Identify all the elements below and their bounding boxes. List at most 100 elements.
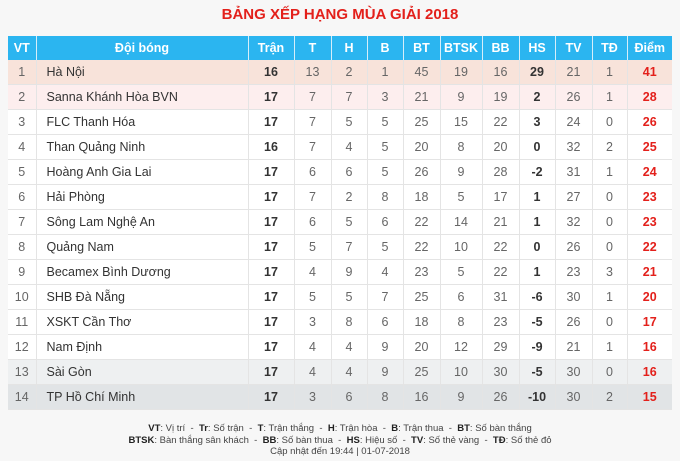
table-row: 13 Sài Gòn 17 4 4 9 25 10 30 -5 30 0 16: [8, 359, 672, 385]
cell-yellow-cards: 31: [555, 159, 593, 185]
legend-desc: : Trận thắng: [263, 423, 315, 434]
cell-goals-against: 17: [482, 184, 520, 210]
cell-won: 7: [294, 184, 332, 210]
cell-away-goals: 12: [440, 334, 483, 360]
cell-red-cards: 0: [592, 109, 628, 135]
legend-key: TV: [411, 434, 424, 446]
cell-drawn: 4: [331, 134, 368, 160]
legend-desc: : Số thẻ vàng: [423, 434, 480, 446]
cell-position: 8: [8, 234, 37, 260]
cell-points: 41: [627, 60, 672, 85]
cell-goals-against: 16: [482, 60, 520, 85]
cell-goals-against: 22: [482, 259, 520, 285]
cell-team: SHB Đà Nẵng: [36, 284, 249, 310]
cell-yellow-cards: 30: [555, 284, 593, 310]
cell-drawn: 7: [331, 234, 368, 260]
cell-position: 5: [8, 159, 37, 185]
cell-goal-difference: 2: [519, 84, 556, 110]
cell-won: 13: [294, 60, 332, 85]
legend-desc: : Trận hòa: [334, 423, 378, 434]
legend-key: BTSK: [128, 434, 155, 446]
cell-away-goals: 9: [440, 384, 483, 410]
cell-goals-for: 16: [403, 384, 441, 410]
cell-away-goals: 8: [440, 134, 483, 160]
cell-team: Becamex Bình Dương: [36, 259, 249, 285]
cell-played: 16: [248, 60, 295, 85]
cell-lost: 1: [367, 60, 404, 85]
cell-points: 28: [627, 84, 672, 110]
cell-drawn: 5: [331, 109, 368, 135]
cell-goals-against: 21: [482, 209, 520, 235]
cell-team: TP Hồ Chí Minh: [36, 384, 249, 410]
table-row: 9 Becamex Bình Dương 17 4 9 4 23 5 22 1 23 3 21: [8, 259, 672, 285]
cell-goal-difference: 0: [519, 134, 556, 160]
cell-goal-difference: 1: [519, 184, 556, 210]
cell-won: 6: [294, 209, 332, 235]
cell-away-goals: 6: [440, 284, 483, 310]
cell-played: 17: [248, 84, 295, 110]
cell-position: 2: [8, 84, 37, 110]
table-row: 5 Hoàng Anh Gia Lai 17 6 6 5 26 9 28 -2 31 1 24: [8, 159, 672, 185]
cell-goal-difference: 29: [519, 60, 556, 85]
standings-table: VT Đội bóng Trận T H B BT BTSK BB HS TV TĐ Điểm 1 Hà …: [8, 36, 672, 410]
cell-goals-for: 26: [403, 159, 441, 185]
cell-goals-against: 23: [482, 309, 520, 335]
legend-key: T: [257, 423, 264, 434]
cell-played: 16: [248, 134, 295, 160]
legend-desc: : Số bàn thắng: [469, 423, 532, 434]
cell-points: 20: [627, 284, 672, 310]
cell-goals-for: 21: [403, 84, 441, 110]
cell-lost: 6: [367, 209, 404, 235]
cell-played: 17: [248, 309, 295, 335]
header-goals-against: BB: [482, 36, 520, 60]
legend-line-1: VT: Vị trí - Tr: Số trận - T: Trận thắng…: [148, 423, 532, 434]
cell-drawn: 2: [331, 60, 368, 85]
legend-desc: : Số bàn thua: [276, 434, 333, 446]
cell-yellow-cards: 32: [555, 209, 593, 235]
cell-lost: 5: [367, 159, 404, 185]
cell-points: 22: [627, 234, 672, 260]
table-row: 1 Hà Nội 16 13 2 1 45 19 16 29 21 1 41: [8, 60, 672, 85]
cell-won: 5: [294, 234, 332, 260]
cell-goals-against: 31: [482, 284, 520, 310]
cell-goals-against: 22: [482, 234, 520, 260]
cell-team: Quảng Nam: [36, 234, 249, 260]
table-row: 3 FLC Thanh Hóa 17 7 5 5 25 15 22 3 24 0 26: [8, 109, 672, 135]
header-away-goals: BTSK: [440, 36, 483, 60]
table-row: 7 Sông Lam Nghệ An 17 6 5 6 22 14 21 1 32 0 23: [8, 209, 672, 235]
cell-lost: 9: [367, 359, 404, 385]
cell-played: 17: [248, 209, 295, 235]
cell-away-goals: 5: [440, 184, 483, 210]
cell-yellow-cards: 27: [555, 184, 593, 210]
cell-away-goals: 9: [440, 159, 483, 185]
cell-played: 17: [248, 109, 295, 135]
cell-goals-for: 20: [403, 134, 441, 160]
cell-goals-for: 22: [403, 209, 441, 235]
cell-red-cards: 3: [592, 259, 628, 285]
cell-goal-difference: -5: [519, 359, 556, 385]
cell-team: Sông Lam Nghệ An: [36, 209, 249, 235]
cell-won: 7: [294, 109, 332, 135]
cell-goal-difference: -6: [519, 284, 556, 310]
header-points: Điểm: [627, 36, 672, 60]
cell-red-cards: 0: [592, 309, 628, 335]
cell-goal-difference: 1: [519, 209, 556, 235]
cell-goals-for: 18: [403, 309, 441, 335]
cell-lost: 5: [367, 234, 404, 260]
legend: VT: Vị trí - Tr: Số trận - T: Trận thắng…: [0, 423, 680, 458]
header-won: T: [294, 36, 332, 60]
legend-key: BT: [457, 423, 470, 434]
legend-key: TĐ: [492, 434, 506, 446]
cell-won: 6: [294, 159, 332, 185]
cell-goals-for: 25: [403, 109, 441, 135]
cell-yellow-cards: 24: [555, 109, 593, 135]
legend-desc: : Số trận: [207, 423, 244, 434]
cell-won: 4: [294, 334, 332, 360]
header-red-cards: TĐ: [592, 36, 628, 60]
cell-drawn: 8: [331, 309, 368, 335]
cell-points: 26: [627, 109, 672, 135]
cell-position: 13: [8, 359, 37, 385]
legend-key: B: [391, 423, 399, 434]
header-yellow-cards: TV: [555, 36, 593, 60]
cell-position: 6: [8, 184, 37, 210]
